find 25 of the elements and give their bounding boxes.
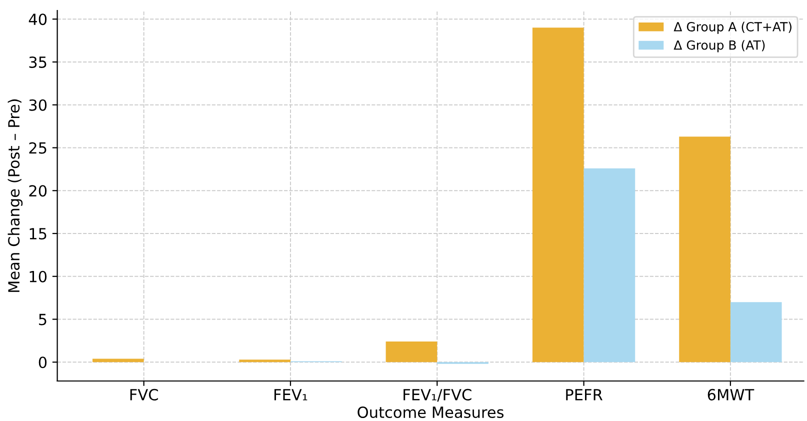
bar <box>532 28 584 362</box>
legend-label: Δ Group B (AT) <box>674 40 765 52</box>
x-tick-label: 6MWT <box>708 388 754 400</box>
x-tick-label: PEFR <box>566 389 602 400</box>
y-tick-label: 25 <box>29 142 46 154</box>
y-tick-label: 30 <box>29 99 47 111</box>
y-tick-label: 10 <box>30 270 47 282</box>
y-tick-label: 20 <box>29 185 47 197</box>
bar <box>386 342 438 362</box>
x-tick-label: FVC <box>130 388 158 400</box>
y-tick-label: 40 <box>28 14 47 26</box>
bar <box>584 168 636 362</box>
y-tick-label: 5 <box>39 314 46 326</box>
bar <box>679 136 730 362</box>
x-axis-title: Outcome Measures <box>358 406 504 418</box>
x-tick-label: FEV₁/FVC <box>404 388 472 402</box>
y-axis-title: Mean Change (Post – Pre) <box>8 99 23 292</box>
x-tick-label: FEV₁ <box>274 389 308 400</box>
y-tick-label: 35 <box>29 56 46 68</box>
bar <box>239 360 290 362</box>
bar <box>92 358 144 362</box>
y-tick-label: 0 <box>38 356 47 368</box>
legend-label: Δ Group A (CT+AT) <box>674 22 792 34</box>
bar <box>730 302 782 362</box>
y-tick-label: 15 <box>30 228 46 240</box>
